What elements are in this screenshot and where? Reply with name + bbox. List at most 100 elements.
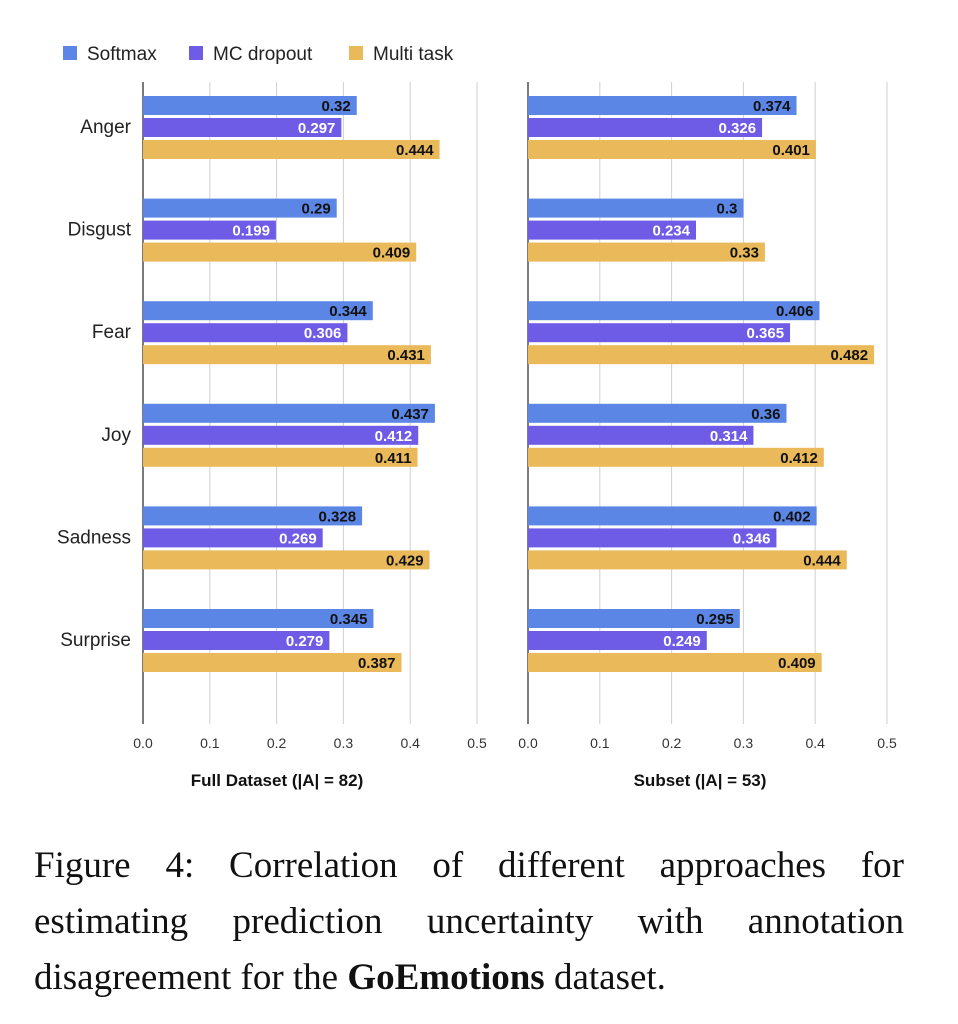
bar-multi-task-surprise	[143, 653, 402, 672]
x-tick-label: 0.1	[590, 735, 610, 751]
bar-multi-task-sadness	[528, 550, 847, 570]
x-tick-label: 0.2	[267, 735, 287, 751]
data-label-mc-dropout-disgust: 0.234	[652, 223, 690, 240]
data-label-mc-dropout-surprise: 0.249	[663, 633, 701, 650]
data-label-mc-dropout-fear: 0.306	[304, 325, 342, 342]
bar-mc-dropout-joy	[528, 425, 754, 445]
x-tick-label: 0.5	[877, 735, 897, 751]
bar-multi-task-sadness	[143, 550, 430, 570]
category-group-disgust: Disgust 0.29 0.199 0.409	[68, 198, 417, 262]
bar-mc-dropout-fear	[143, 323, 348, 343]
legend: Softmax MC dropout Multi task	[63, 44, 454, 65]
data-label-softmax-disgust: 0.29	[302, 201, 331, 218]
category-label-fear: Fear	[92, 322, 132, 343]
data-label-mc-dropout-sadness: 0.269	[279, 530, 317, 547]
bar-softmax-joy	[528, 403, 787, 423]
legend-label-mc-dropout: MC dropout	[213, 44, 313, 65]
data-label-softmax-joy: 0.36	[751, 406, 780, 423]
bar-mc-dropout-joy	[143, 425, 419, 445]
x-tick-label: 0.3	[334, 735, 354, 751]
bar-multi-task-surprise	[528, 653, 822, 672]
category-group-fear: Fear 0.344 0.306 0.431	[92, 301, 431, 365]
category-group-surprise: 0.295 0.249 0.409	[528, 609, 822, 672]
data-label-multi-task-fear: 0.431	[387, 347, 425, 364]
bar-multi-task-fear	[143, 345, 431, 365]
caption-dataset-name: GoEmotions	[347, 957, 545, 998]
data-label-multi-task-joy: 0.412	[780, 450, 818, 467]
data-label-multi-task-surprise: 0.387	[358, 655, 396, 672]
bar-softmax-sadness	[528, 506, 817, 526]
x-tick-label: 0.3	[734, 735, 754, 751]
category-group-fear: 0.406 0.365 0.482	[528, 301, 875, 365]
bar-softmax-anger	[143, 96, 357, 115]
panel-title: Subset (|A| = 53)	[634, 771, 767, 790]
x-tick-label: 0.5	[467, 735, 487, 751]
x-tick-label: 0.0	[518, 735, 538, 751]
data-label-softmax-anger: 0.32	[322, 98, 351, 115]
data-label-mc-dropout-anger: 0.297	[298, 120, 336, 137]
legend-swatch-mc-dropout	[189, 46, 203, 60]
data-label-multi-task-disgust: 0.409	[373, 245, 411, 262]
x-tick-label: 0.0	[133, 735, 153, 751]
bar-softmax-disgust	[143, 198, 337, 218]
bar-softmax-surprise	[143, 609, 374, 628]
bar-multi-task-anger	[528, 140, 816, 159]
data-label-mc-dropout-surprise: 0.279	[286, 633, 324, 650]
data-label-multi-task-fear: 0.482	[831, 347, 869, 364]
data-label-mc-dropout-joy: 0.412	[375, 428, 413, 445]
data-label-softmax-joy: 0.437	[391, 406, 429, 423]
data-label-softmax-fear: 0.344	[329, 303, 367, 320]
data-label-multi-task-anger: 0.444	[396, 142, 434, 159]
data-label-mc-dropout-joy: 0.314	[710, 428, 748, 445]
chart-panel-full-dataset: 0.0 0.1 0.2 0.3 0.4 0.5 Anger 0.32 0.297 0.444 Dis…	[57, 82, 487, 790]
data-label-mc-dropout-anger: 0.326	[719, 120, 757, 137]
category-label-joy: Joy	[101, 425, 131, 446]
data-label-softmax-anger: 0.374	[753, 98, 791, 115]
category-group-joy: 0.360.314 0.412	[528, 403, 824, 467]
legend-swatch-multi-task	[349, 46, 363, 60]
data-label-multi-task-sadness: 0.429	[386, 552, 424, 569]
category-group-disgust: 0.3 0.234 0.33	[528, 198, 765, 262]
bar-mc-dropout-fear	[528, 323, 791, 343]
category-label-anger: Anger	[80, 117, 131, 138]
bar-mc-dropout-surprise	[528, 631, 707, 650]
category-label-disgust: Disgust	[68, 220, 132, 241]
legend-label-softmax: Softmax	[87, 44, 157, 65]
category-group-anger: 0.374 0.326 0.401	[528, 96, 816, 159]
bar-mc-dropout-sadness	[528, 528, 777, 548]
legend-label-multi-task: Multi task	[373, 44, 454, 65]
data-label-mc-dropout-disgust: 0.199	[232, 223, 270, 240]
data-label-multi-task-surprise: 0.409	[778, 655, 816, 672]
x-tick-label: 0.2	[662, 735, 682, 751]
bar-softmax-sadness	[143, 506, 363, 526]
data-label-mc-dropout-fear: 0.365	[747, 325, 785, 342]
bar-softmax-disgust	[528, 198, 744, 218]
bar-multi-task-fear	[528, 345, 875, 365]
caption-tail: dataset.	[544, 957, 666, 998]
data-label-softmax-fear: 0.406	[776, 303, 814, 320]
category-group-surprise: Surprise 0.345 0.279 0.387	[60, 609, 402, 672]
legend-item-softmax: Softmax	[63, 44, 157, 65]
data-label-softmax-surprise: 0.295	[696, 611, 734, 628]
legend-item-multi-task: Multi task	[349, 44, 454, 65]
x-tick-label: 0.4	[805, 735, 825, 751]
category-group-joy: Joy 0.437 0.412 0.411	[101, 403, 435, 467]
bar-multi-task-disgust	[143, 242, 417, 262]
category-label-surprise: Surprise	[60, 630, 131, 651]
caption-lead: Figure 4: Correlation of different appro…	[34, 845, 904, 998]
chart-panel-subset: 0.0 0.1 0.2 0.3 0.4 0.5 0.374 0.326 0.401 0.3 0.23…	[518, 82, 897, 790]
legend-item-mc-dropout: MC dropout	[189, 44, 313, 65]
x-tick-label: 0.4	[400, 735, 420, 751]
data-label-softmax-sadness: 0.328	[319, 508, 357, 525]
bar-mc-dropout-surprise	[143, 631, 330, 650]
bar-mc-dropout-disgust	[143, 220, 276, 240]
category-label-sadness: Sadness	[57, 527, 131, 548]
bar-mc-dropout-anger	[528, 118, 763, 137]
data-label-mc-dropout-sadness: 0.346	[733, 530, 771, 547]
data-label-multi-task-disgust: 0.33	[730, 245, 759, 262]
data-label-softmax-sadness: 0.402	[773, 508, 811, 525]
x-tick-label: 0.1	[200, 735, 220, 751]
data-label-softmax-disgust: 0.3	[717, 201, 738, 218]
